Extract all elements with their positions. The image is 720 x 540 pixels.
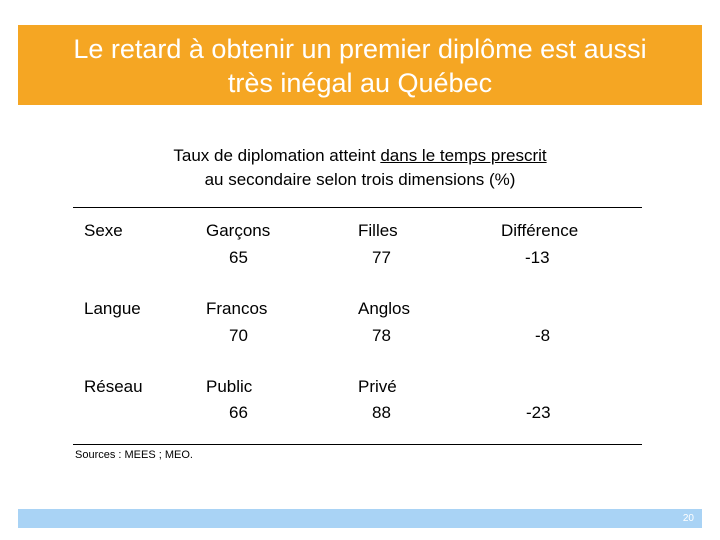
row-group2-value: 77 (372, 248, 391, 267)
row-group1-label: Garçons (206, 221, 271, 240)
row-group2-value: 88 (372, 403, 391, 422)
slide-title-line2: très inégal au Québec (227, 68, 493, 98)
sources-note: Sources : MEES ; MEO. (75, 449, 193, 461)
slide-title-line1: Le retard à obtenir un premier diplôme e… (73, 34, 647, 64)
row-group2-label: Anglos (358, 299, 410, 318)
footer-bar: 20 (18, 509, 702, 528)
table-bottom-rule (73, 444, 642, 445)
caption-line2: au secondaire selon trois dimensions (%) (204, 170, 516, 189)
page-number: 20 (682, 513, 694, 524)
row-group1-value: 65 (229, 248, 248, 267)
table-caption: Taux de diplomation atteint dans le temp… (0, 144, 720, 192)
row-difference-value: -13 (525, 248, 550, 267)
row-group2-value: 78 (372, 326, 391, 345)
row-dimension-sexe: Sexe (84, 221, 123, 240)
row-group1-value: 70 (229, 326, 248, 345)
row-group2-label: Filles (358, 221, 398, 240)
row-difference-value: -8 (535, 326, 551, 345)
table-top-rule (73, 207, 642, 208)
row-dimension-reseau: Réseau (84, 377, 143, 396)
row-group1-value: 66 (229, 403, 248, 422)
caption-line1-prefix: Taux de diplomation atteint (173, 146, 381, 165)
row-dimension-langue: Langue (84, 299, 141, 318)
row-group1-label: Francos (206, 299, 268, 318)
row-group1-label: Public (206, 377, 253, 396)
row-group2-label: Privé (358, 377, 397, 396)
caption-line1-underlined: dans le temps prescrit (380, 146, 547, 165)
row-difference-value: -23 (526, 403, 551, 422)
difference-header: Différence (501, 221, 579, 240)
title-banner: Le retard à obtenir un premier diplôme e… (18, 25, 702, 105)
